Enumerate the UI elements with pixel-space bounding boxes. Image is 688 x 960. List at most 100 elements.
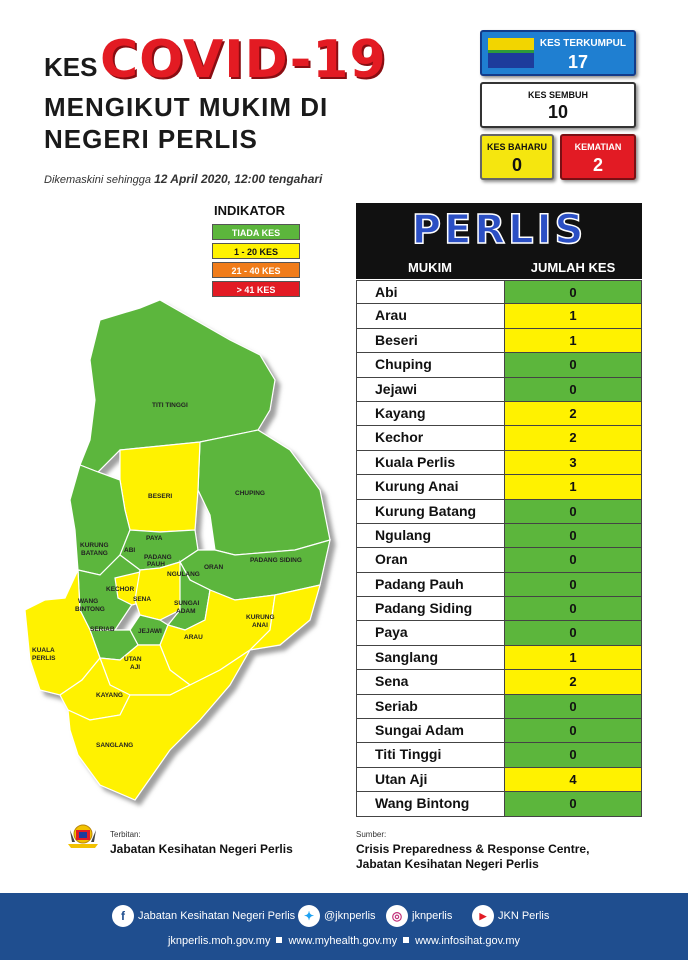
table-row: Chuping 0 bbox=[356, 353, 642, 378]
total-cases-value: 17 bbox=[567, 52, 588, 72]
case-count: 0 bbox=[505, 523, 641, 548]
legend-title: INDIKATOR bbox=[214, 203, 286, 218]
case-count: 0 bbox=[505, 792, 641, 816]
recovered-label: KES SEMBUH bbox=[527, 90, 588, 100]
mukim-name: Kuala Perlis bbox=[357, 450, 505, 475]
table-row: Kechor 2 bbox=[356, 426, 642, 451]
legend-1-20: 1 - 20 KES bbox=[212, 243, 300, 259]
mukim-name: Titi Tinggi bbox=[357, 743, 505, 767]
perlis-flag-icon bbox=[488, 38, 534, 68]
total-cases-box: KES TERKUMPUL 17 bbox=[480, 30, 636, 76]
case-count: 0 bbox=[505, 719, 641, 743]
mukim-name: Kayang bbox=[357, 401, 505, 426]
recovered-box: KES SEMBUH 10 bbox=[480, 82, 636, 128]
deaths-value: 2 bbox=[592, 155, 603, 175]
mukim-name: Kechor bbox=[357, 426, 505, 450]
region-kuala-perlis bbox=[24, 569, 101, 696]
mukim-name: Jejawi bbox=[357, 377, 505, 401]
covid-title: COVID-19 bbox=[100, 30, 387, 90]
label-kurung-batang-2: BATANG bbox=[81, 550, 108, 557]
case-count: 2 bbox=[505, 426, 641, 450]
case-count: 3 bbox=[505, 450, 641, 475]
link-myhealth[interactable]: www.myhealth.gov.my bbox=[288, 935, 398, 947]
table-row: Kurung Anai 1 bbox=[356, 475, 642, 500]
case-count: 1 bbox=[505, 645, 641, 670]
table-row: Sanglang 1 bbox=[356, 645, 642, 671]
publisher-value: Jabatan Kesihatan Negeri Perlis bbox=[110, 842, 293, 856]
table-row: Seriab 0 bbox=[356, 694, 642, 720]
source-label: Sumber: bbox=[356, 830, 387, 839]
label-kuala-perlis-1: KUALA bbox=[32, 647, 55, 654]
table-banner: PERLIS bbox=[356, 203, 642, 257]
label-utan-aji-1: UTAN bbox=[124, 656, 142, 663]
mukim-name: Padang Siding bbox=[357, 597, 505, 621]
youtube-icon: ▶ bbox=[472, 905, 494, 927]
case-count: 0 bbox=[505, 621, 641, 645]
malaysia-crest-icon bbox=[68, 824, 98, 848]
table-row: Padang Pauh 0 bbox=[356, 572, 642, 598]
region-beseri bbox=[119, 441, 201, 533]
label-titi-tinggi: TITI TINGGI bbox=[152, 402, 188, 409]
label-kurung-anai-2: ANAI bbox=[252, 622, 268, 629]
mukim-name: Paya bbox=[357, 621, 505, 645]
source-line2: Jabatan Kesihatan Negeri Perlis bbox=[356, 857, 539, 871]
label-arau: ARAU bbox=[184, 634, 203, 641]
case-count: 4 bbox=[505, 767, 641, 792]
total-cases-label: KES TERKUMPUL bbox=[539, 38, 626, 49]
label-utan-aji-2: AJI bbox=[130, 664, 140, 671]
table-row: Arau 1 bbox=[356, 304, 642, 329]
table-row: Sungai Adam 0 bbox=[356, 719, 642, 744]
table-row: Oran 0 bbox=[356, 548, 642, 573]
footer-bar: f Jabatan Kesihatan Negeri Perlis ✦ @jkn… bbox=[0, 893, 688, 960]
mukim-name: Sungai Adam bbox=[357, 719, 505, 743]
twitter-label: @jknperlis bbox=[324, 910, 376, 922]
deaths-label: KEMATIAN bbox=[574, 142, 622, 152]
twitter-icon: ✦ bbox=[298, 905, 320, 927]
legend-21-40: 21 - 40 KES bbox=[212, 262, 300, 278]
link-infosihat[interactable]: www.infosihat.gov.my bbox=[415, 935, 521, 947]
mukim-name: Ngulang bbox=[357, 523, 505, 548]
label-kurung-batang-1: KURUNG bbox=[80, 542, 109, 549]
column-header-mukim: MUKIM bbox=[356, 257, 504, 279]
table-row: Paya 0 bbox=[356, 621, 642, 646]
instagram-link[interactable]: ◎ jknperlis bbox=[386, 905, 452, 927]
region-sanglang bbox=[67, 649, 251, 801]
table-row: Jejawi 0 bbox=[356, 377, 642, 402]
twitter-link[interactable]: ✦ @jknperlis bbox=[298, 905, 376, 927]
youtube-link[interactable]: ▶ JKN Perlis bbox=[472, 905, 549, 927]
facebook-icon: f bbox=[112, 905, 134, 927]
label-padang-pauh-2: PAUH bbox=[147, 561, 165, 568]
label-wang-bintong-2: BINTONG bbox=[75, 606, 105, 613]
instagram-label: jknperlis bbox=[412, 910, 453, 922]
mukim-name: Oran bbox=[357, 548, 505, 572]
updated-note: Dikemaskini sehingga 12 April 2020, 12:0… bbox=[44, 172, 322, 186]
case-count: 0 bbox=[505, 499, 641, 523]
label-kuala-perlis-2: PERLIS bbox=[32, 655, 56, 662]
label-seriab: SERIAB bbox=[90, 626, 115, 633]
updated-prefix: Dikemaskini sehingga bbox=[44, 174, 151, 186]
table-row: Beseri 1 bbox=[356, 328, 642, 354]
updated-date: 12 April 2020, 12:00 tengahari bbox=[154, 172, 323, 186]
source-line1: Crisis Preparedness & Response Centre, bbox=[356, 842, 590, 856]
facebook-link[interactable]: f Jabatan Kesihatan Negeri Perlis bbox=[112, 905, 295, 927]
table-row: Kayang 2 bbox=[356, 401, 642, 427]
subtitle-line2: NEGERI PERLIS bbox=[44, 124, 258, 154]
perlis-mukim-map: TITI TINGGI BESERI CHUPING KURUNG BATANG… bbox=[24, 300, 331, 801]
case-count: 1 bbox=[505, 328, 641, 353]
cases-table: Abi 0 Arau 1 Beseri 1 Chuping 0 Jejawi 0 Kayang 2 Ke… bbox=[356, 280, 642, 817]
table-title: PERLIS bbox=[411, 206, 587, 254]
mukim-name: Arau bbox=[357, 304, 505, 328]
table-row: Padang Siding 0 bbox=[356, 597, 642, 622]
mukim-name: Chuping bbox=[357, 353, 505, 377]
case-count: 0 bbox=[505, 572, 641, 597]
table-row: Wang Bintong 0 bbox=[356, 792, 642, 817]
website-links: jknperlis.moh.gov.my www.myhealth.gov.my w… bbox=[0, 935, 688, 947]
label-wang-bintong-1: WANG bbox=[78, 598, 98, 605]
label-sungai-adam-1: SUNGAI bbox=[174, 600, 199, 607]
label-padang-siding: PADANG SIDING bbox=[250, 557, 302, 564]
deaths-box: KEMATIAN 2 bbox=[560, 134, 636, 180]
new-cases-label: KES BAHARU bbox=[486, 142, 547, 152]
table-row: Sena 2 bbox=[356, 670, 642, 695]
link-jknperlis[interactable]: jknperlis.moh.gov.my bbox=[167, 935, 271, 947]
table-row: Utan Aji 4 bbox=[356, 767, 642, 793]
